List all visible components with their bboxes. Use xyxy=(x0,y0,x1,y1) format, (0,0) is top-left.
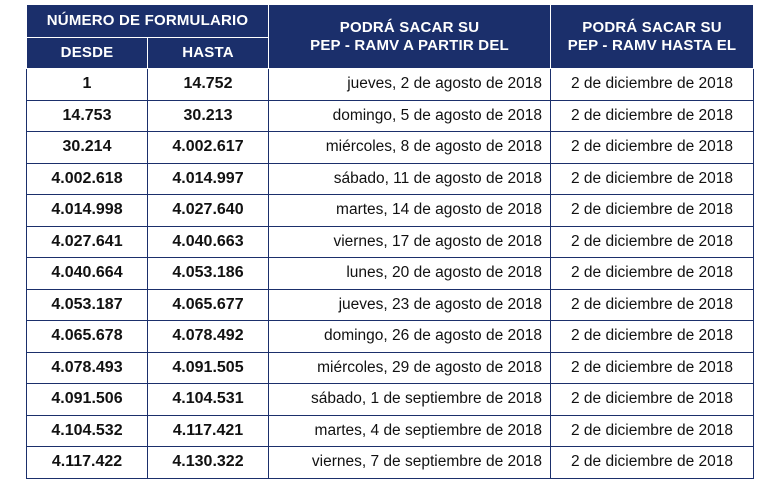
cell-hasta: 4.117.421 xyxy=(147,414,269,447)
table-row: 4.053.187 4.065.677 jueves, 23 de agosto… xyxy=(26,288,754,321)
cell-from-date: miércoles, 8 de agosto de 2018 xyxy=(268,131,551,164)
cell-from-date: lunes, 20 de agosto de 2018 xyxy=(268,257,551,290)
table-body: 1 14.752 jueves, 2 de agosto de 2018 2 d… xyxy=(26,68,754,479)
cell-until-date: 2 de diciembre de 2018 xyxy=(550,162,754,195)
table-row: 4.002.618 4.014.997 sábado, 11 de agosto… xyxy=(26,162,754,195)
cell-desde: 4.002.618 xyxy=(26,162,148,195)
cell-until-date: 2 de diciembre de 2018 xyxy=(550,288,754,321)
cell-from-date: martes, 14 de agosto de 2018 xyxy=(268,194,551,227)
cell-hasta: 4.130.322 xyxy=(147,446,269,479)
header-from-date-line1: Podrá sacar su xyxy=(339,18,480,36)
cell-from-date: viernes, 17 de agosto de 2018 xyxy=(268,225,551,258)
cell-from-date: jueves, 23 de agosto de 2018 xyxy=(268,288,551,321)
cell-until-date: 2 de diciembre de 2018 xyxy=(550,446,754,479)
cell-desde: 4.053.187 xyxy=(26,288,148,321)
header-from-date-line2: PEP - RAMV a partir del xyxy=(310,36,509,54)
table-row: 4.091.506 4.104.531 sábado, 1 de septiem… xyxy=(26,383,754,416)
cell-desde: 1 xyxy=(26,68,148,101)
cell-until-date: 2 de diciembre de 2018 xyxy=(550,414,754,447)
cell-hasta: 4.002.617 xyxy=(147,131,269,164)
cell-hasta: 4.091.505 xyxy=(147,351,269,384)
cell-from-date: martes, 4 de septiembre de 2018 xyxy=(268,414,551,447)
table-row: 4.027.641 4.040.663 viernes, 17 de agost… xyxy=(26,225,754,258)
cell-hasta: 4.053.186 xyxy=(147,257,269,290)
cell-desde: 14.753 xyxy=(26,99,148,132)
cell-desde: 4.104.532 xyxy=(26,414,148,447)
cell-desde: 4.091.506 xyxy=(26,383,148,416)
header-form-number: Número de Formulario xyxy=(26,4,269,38)
cell-hasta: 14.752 xyxy=(147,68,269,101)
cell-hasta: 4.104.531 xyxy=(147,383,269,416)
cell-desde: 4.117.422 xyxy=(26,446,148,479)
cell-from-date: domingo, 26 de agosto de 2018 xyxy=(268,320,551,353)
cell-until-date: 2 de diciembre de 2018 xyxy=(550,383,754,416)
table-header: Número de Formulario Podrá sacar su PEP … xyxy=(26,4,754,69)
cell-hasta: 4.014.997 xyxy=(147,162,269,195)
cell-until-date: 2 de diciembre de 2018 xyxy=(550,257,754,290)
table-row: 1 14.752 jueves, 2 de agosto de 2018 2 d… xyxy=(26,68,754,101)
cell-until-date: 2 de diciembre de 2018 xyxy=(550,194,754,227)
cell-from-date: miércoles, 29 de agosto de 2018 xyxy=(268,351,551,384)
table-row: 4.104.532 4.117.421 martes, 4 de septiem… xyxy=(26,414,754,447)
cell-hasta: 4.065.677 xyxy=(147,288,269,321)
table-row: 4.014.998 4.027.640 martes, 14 de agosto… xyxy=(26,194,754,227)
table-row: 4.065.678 4.078.492 domingo, 26 de agost… xyxy=(26,320,754,353)
cell-until-date: 2 de diciembre de 2018 xyxy=(550,131,754,164)
schedule-table-container: Número de Formulario Podrá sacar su PEP … xyxy=(26,4,754,479)
cell-until-date: 2 de diciembre de 2018 xyxy=(550,225,754,258)
cell-until-date: 2 de diciembre de 2018 xyxy=(550,68,754,101)
cell-desde: 4.027.641 xyxy=(26,225,148,258)
cell-hasta: 4.027.640 xyxy=(147,194,269,227)
cell-until-date: 2 de diciembre de 2018 xyxy=(550,351,754,384)
header-desde: Desde xyxy=(26,37,148,69)
cell-hasta: 30.213 xyxy=(147,99,269,132)
table-row: 4.040.664 4.053.186 lunes, 20 de agosto … xyxy=(26,257,754,290)
pep-ramv-schedule-table: Número de Formulario Podrá sacar su PEP … xyxy=(26,4,754,479)
table-row: 14.753 30.213 domingo, 5 de agosto de 20… xyxy=(26,99,754,132)
cell-hasta: 4.040.663 xyxy=(147,225,269,258)
table-row: 4.078.493 4.091.505 miércoles, 29 de ago… xyxy=(26,351,754,384)
cell-from-date: viernes, 7 de septiembre de 2018 xyxy=(268,446,551,479)
header-hasta: Hasta xyxy=(147,37,269,69)
cell-from-date: jueves, 2 de agosto de 2018 xyxy=(268,68,551,101)
cell-from-date: sábado, 1 de septiembre de 2018 xyxy=(268,383,551,416)
cell-hasta: 4.078.492 xyxy=(147,320,269,353)
header-from-date: Podrá sacar su PEP - RAMV a partir del xyxy=(268,4,551,69)
cell-from-date: sábado, 11 de agosto de 2018 xyxy=(268,162,551,195)
table-row: 4.117.422 4.130.322 viernes, 7 de septie… xyxy=(26,446,754,479)
cell-desde: 4.078.493 xyxy=(26,351,148,384)
header-until-date-line2: PEP - RAMV hasta el xyxy=(567,36,737,54)
cell-desde: 30.214 xyxy=(26,131,148,164)
header-until-date-line1: Podrá sacar su xyxy=(582,18,722,36)
cell-desde: 4.014.998 xyxy=(26,194,148,227)
cell-desde: 4.065.678 xyxy=(26,320,148,353)
cell-desde: 4.040.664 xyxy=(26,257,148,290)
cell-until-date: 2 de diciembre de 2018 xyxy=(550,99,754,132)
header-until-date: Podrá sacar su PEP - RAMV hasta el xyxy=(550,4,754,69)
table-row: 30.214 4.002.617 miércoles, 8 de agosto … xyxy=(26,131,754,164)
cell-until-date: 2 de diciembre de 2018 xyxy=(550,320,754,353)
cell-from-date: domingo, 5 de agosto de 2018 xyxy=(268,99,551,132)
